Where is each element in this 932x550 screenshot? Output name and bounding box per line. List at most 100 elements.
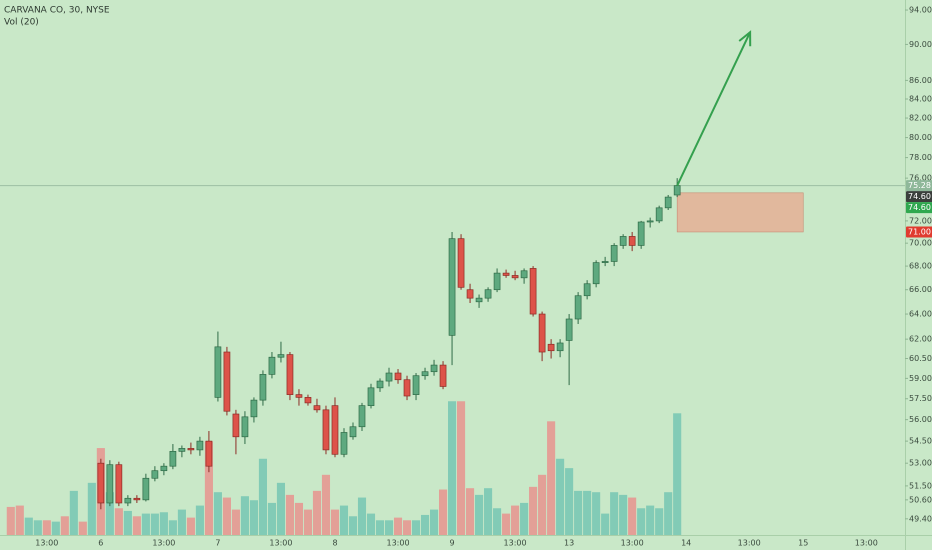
candle-body (637, 221, 645, 246)
price-tag (906, 226, 932, 238)
volume-bar (267, 502, 277, 535)
y-tick-label: 66.00 (909, 285, 932, 294)
x-tick-label: 13:00 (504, 539, 527, 548)
arrow-head (738, 30, 752, 47)
candle-body (583, 283, 591, 297)
volume-bar (511, 505, 520, 535)
volume-bar (502, 513, 511, 535)
y-tick-label: 70.00 (909, 239, 932, 248)
volume-bar (348, 516, 358, 535)
x-tick-label: 7 (215, 539, 220, 548)
price-tag (906, 191, 932, 203)
volume-bar (529, 486, 538, 535)
candle-body (655, 207, 663, 222)
y-tick-label: 90.00 (909, 40, 932, 49)
y-tick-label: 64.00 (909, 310, 932, 319)
y-tick-label: 49.40 (909, 514, 932, 523)
x-tick-label: 13:00 (386, 539, 409, 548)
y-tick-label: 78.00 (909, 153, 932, 162)
volume-bar (429, 509, 439, 535)
volume-bar (556, 458, 565, 535)
y-tick-label: 50.60 (909, 495, 932, 504)
candle-body (529, 268, 537, 315)
candle-body (358, 405, 366, 428)
volume-bar (457, 401, 466, 535)
volume-bar (339, 505, 349, 535)
volume-bar (592, 492, 601, 535)
candle-body (304, 397, 312, 404)
candle-body (619, 236, 627, 246)
volume-bar (6, 506, 15, 535)
volume-bar (538, 474, 547, 535)
volume-bar (402, 520, 412, 535)
volume-bar (357, 497, 367, 535)
candle-body (538, 313, 546, 353)
y-tick-label: 76.00 (909, 174, 932, 183)
candle-body (466, 289, 474, 299)
x-tick-label: 13:00 (621, 539, 644, 548)
volume-bar (637, 508, 646, 535)
y-tick-label: 59.00 (909, 374, 932, 383)
y-tick-label: 56.00 (909, 415, 932, 424)
volume-bar (204, 441, 213, 535)
candle-body (295, 394, 303, 398)
candle-body (349, 426, 357, 438)
price-tag (906, 202, 932, 214)
volume-bar (33, 520, 42, 535)
volume-bar (619, 494, 628, 535)
volume-bar (258, 458, 267, 535)
volume-bar (366, 513, 376, 535)
volume-bar (484, 488, 493, 535)
volume-bar (438, 489, 448, 535)
candle-body (502, 272, 510, 276)
volume-bar (231, 509, 240, 535)
volume-bar (195, 505, 204, 535)
candle-body (124, 497, 132, 504)
candle-body (223, 351, 231, 412)
y-tick-label: 84.00 (909, 94, 932, 103)
volume-bar (78, 521, 87, 535)
candle-body (367, 387, 375, 407)
volume-bar (87, 482, 96, 535)
candle-body (556, 342, 564, 352)
target-box (676, 192, 804, 233)
volume-bar (493, 508, 502, 535)
candle-body (673, 185, 681, 196)
volume-bar (303, 509, 313, 535)
candle-body (241, 416, 249, 438)
x-tick-label: 8 (332, 539, 337, 548)
y-tick-label: 86.00 (909, 76, 932, 85)
x-tick-label: 13 (564, 539, 574, 548)
chart-title: CARVANA CO, 30, NYSE (4, 6, 110, 16)
volume-bar (177, 509, 186, 535)
y-tick-label: 62.00 (909, 335, 932, 344)
x-tick-label: 13:00 (738, 539, 761, 548)
candle-body (250, 399, 258, 418)
candle-body (430, 364, 438, 373)
y-tick-label: 57.50 (909, 394, 932, 403)
candle-body (142, 477, 150, 501)
volume-bar (330, 509, 340, 535)
volume-bar (285, 494, 295, 535)
candle-body (115, 464, 123, 504)
candle-body (646, 220, 654, 223)
candle-body (268, 356, 276, 375)
candle-body (178, 448, 186, 452)
candle-body (331, 405, 339, 455)
volume-bar (114, 508, 123, 535)
candle-body (205, 440, 213, 467)
candle-body (106, 464, 114, 504)
volume-bar (447, 401, 457, 535)
y-tick-label: 51.50 (909, 481, 932, 490)
y-tick-label: 53.00 (909, 459, 932, 468)
candle-body (511, 275, 519, 279)
candle-body (439, 364, 447, 387)
volume-bar (168, 520, 177, 535)
x-tick-label: 13:00 (855, 539, 878, 548)
price-tag-label: 75.28 (908, 181, 931, 190)
volume-bar (655, 508, 664, 535)
candle-body (151, 470, 159, 479)
price-tag-label: 74.60 (908, 203, 931, 212)
